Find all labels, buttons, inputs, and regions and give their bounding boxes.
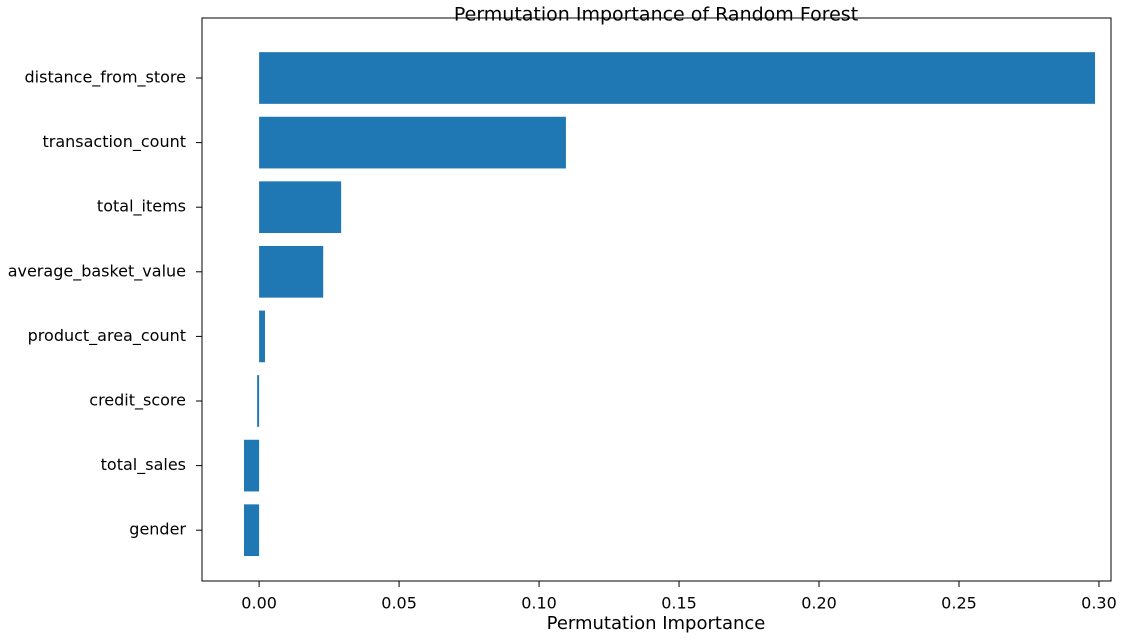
- y-tick-label: credit_score: [89, 391, 186, 411]
- bar: [243, 439, 260, 492]
- x-axis-label: Permutation Importance: [547, 613, 766, 634]
- y-tick-label: product_area_count: [28, 326, 186, 346]
- bar: [259, 181, 342, 234]
- x-tick-label: 0.20: [801, 594, 837, 613]
- plot-frame: [201, 17, 1112, 582]
- chart-title: Permutation Importance of Random Forest: [454, 4, 858, 26]
- bar: [257, 375, 260, 427]
- x-tick-label: 0.10: [521, 594, 557, 613]
- x-tick-label: 0.25: [941, 594, 977, 613]
- x-tick-label: 0.00: [241, 594, 277, 613]
- bar: [259, 116, 566, 169]
- y-tick-label: transaction_count: [42, 132, 186, 152]
- y-tick-label: total_sales: [101, 455, 186, 475]
- y-tick-label: gender: [129, 520, 186, 539]
- y-tick-label: distance_from_store: [25, 68, 187, 88]
- bar: [243, 504, 260, 557]
- x-tick-label: 0.15: [661, 594, 697, 613]
- y-tick-label: total_items: [97, 197, 186, 217]
- bar: [259, 245, 324, 298]
- x-tick-label: 0.05: [381, 594, 417, 613]
- bar: [259, 52, 1096, 104]
- bar: [259, 310, 265, 363]
- y-tick-label: average_basket_value: [8, 261, 186, 281]
- x-tick-label: 0.30: [1081, 594, 1117, 613]
